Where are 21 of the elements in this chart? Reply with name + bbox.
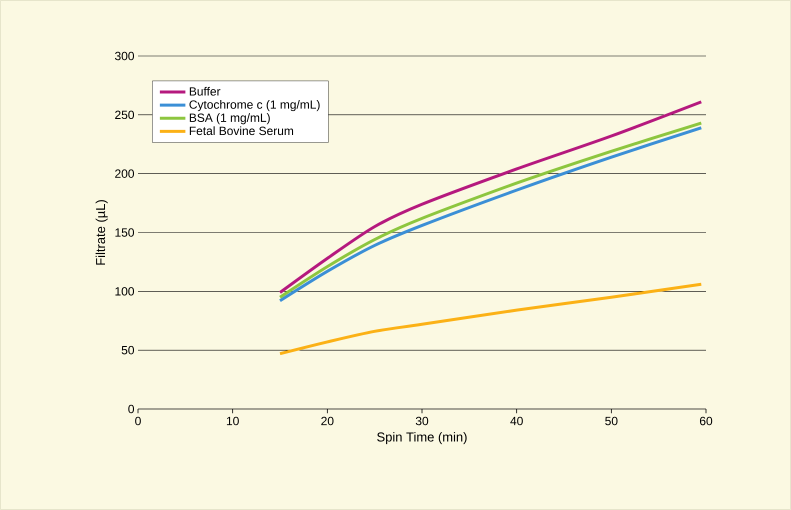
x-tick-label: 50 xyxy=(605,416,618,426)
y-tick-label: 0 xyxy=(128,404,134,414)
x-axis-title: Spin Time (min) xyxy=(377,432,467,444)
x-tick-label: 30 xyxy=(416,416,428,426)
y-tick-label: 300 xyxy=(114,52,134,60)
legend-label: Cytochrome c (1 mg/mL) xyxy=(189,100,320,112)
legend-label: Buffer xyxy=(190,86,220,96)
line-series xyxy=(278,282,703,356)
y-tick-label: 250 xyxy=(115,110,134,120)
legend-label: Fetal Bovine Serum xyxy=(190,126,294,136)
x-tick-label: 0 xyxy=(135,416,141,426)
y-tick-label: 150 xyxy=(115,228,134,237)
legend-label: BSA (1 mg/mL) xyxy=(190,113,270,124)
y-tick-label: 200 xyxy=(115,169,134,178)
y-tick-label: 100 xyxy=(115,287,134,296)
x-tick-label: 60 xyxy=(700,416,712,426)
y-tick-label: 50 xyxy=(122,346,134,354)
y-axis-title: Filtrate (µL) xyxy=(96,200,108,265)
x-tick-label: 20 xyxy=(321,416,334,426)
x-tick-label: 40 xyxy=(510,416,523,426)
x-tick-label: 10 xyxy=(226,416,239,426)
